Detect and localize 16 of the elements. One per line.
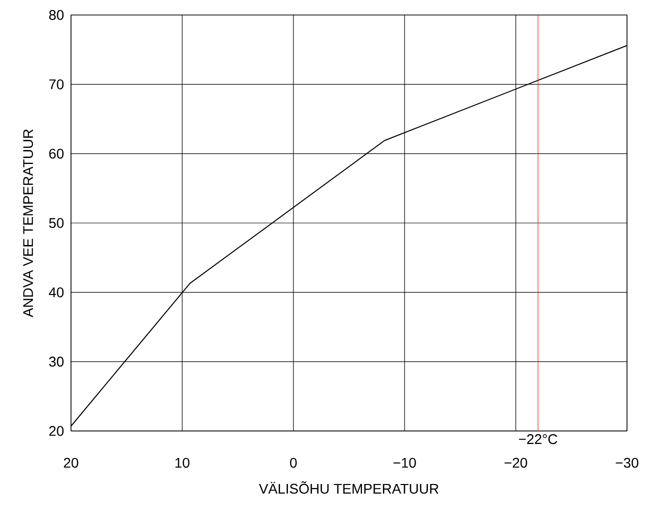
x-axis-title: VÄLISÕHU TEMPERATUUR bbox=[258, 481, 438, 494]
y-tick-label: 70 bbox=[49, 79, 64, 90]
y-tick-label: 50 bbox=[49, 218, 64, 228]
ref-line-label: −22°C bbox=[518, 434, 558, 444]
x-tick-label: −10 bbox=[393, 458, 416, 468]
y-tick-label: 60 bbox=[49, 148, 64, 159]
x-tick-label: 0 bbox=[290, 458, 297, 468]
y-tick-label: 30 bbox=[49, 356, 64, 367]
x-tick-label: −30 bbox=[616, 458, 638, 468]
x-tick-label: 10 bbox=[175, 458, 190, 468]
y-tick-label: 80 bbox=[49, 10, 64, 20]
y-tick-label: 40 bbox=[48, 287, 64, 298]
x-tick-label: −20 bbox=[504, 458, 528, 468]
y-tick-label: 20 bbox=[49, 426, 64, 436]
x-tick-label: 20 bbox=[64, 458, 78, 468]
y-axis-title: ANDVA VEE TEMPERATUUR bbox=[23, 129, 34, 318]
